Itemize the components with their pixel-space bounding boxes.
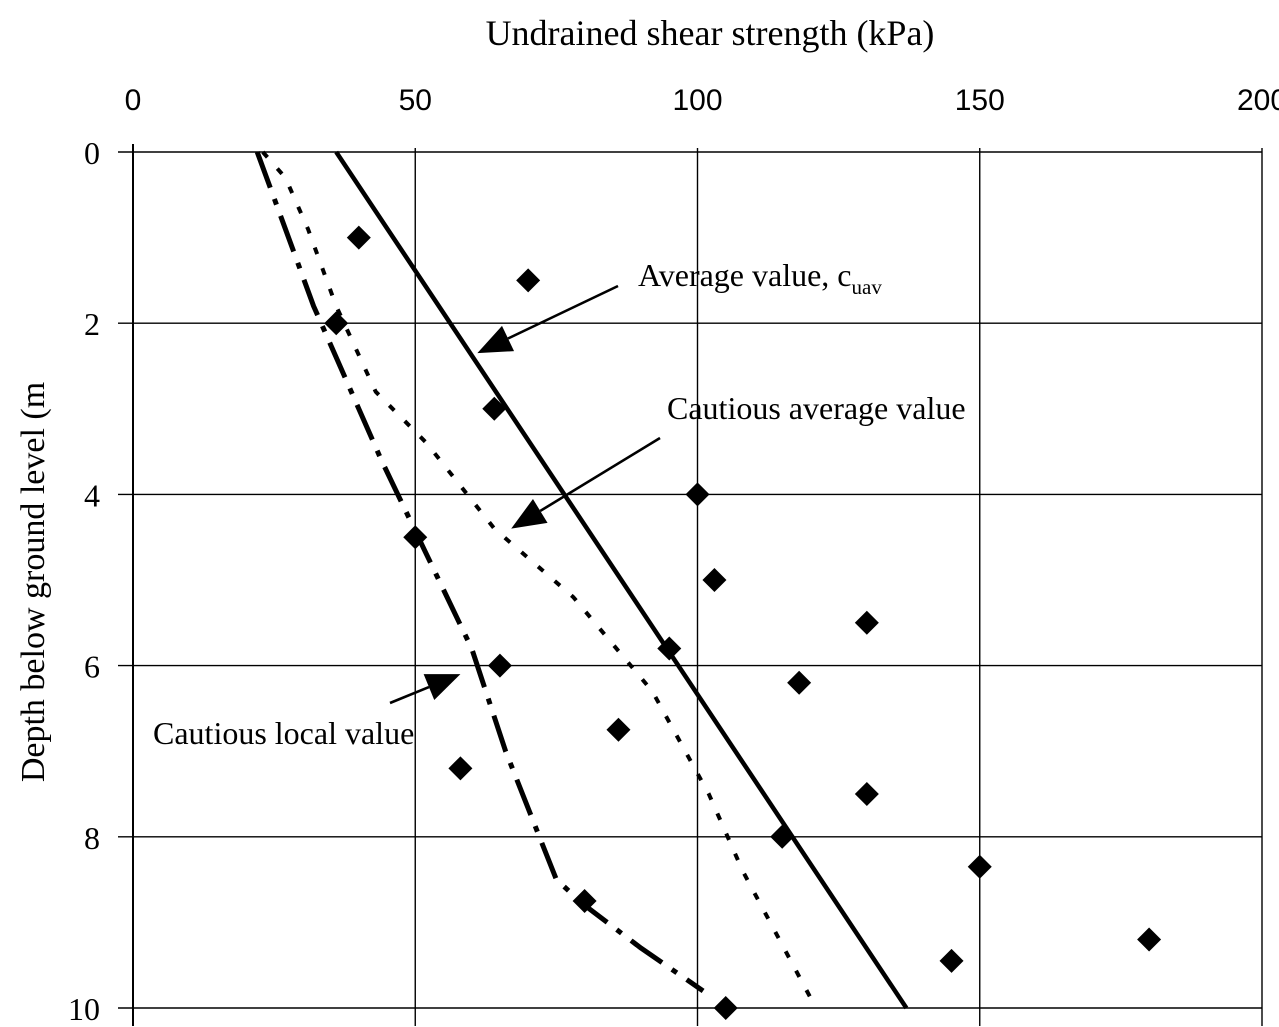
- y-tick-label: 8: [84, 820, 100, 856]
- annotation-arrow-head: [511, 498, 548, 529]
- annotation-cautious-average: Cautious average value: [667, 390, 966, 426]
- annotation-arrow-shaft: [389, 685, 430, 705]
- series-line-dash-dot: [254, 151, 705, 993]
- y-tick-label: 4: [84, 477, 100, 513]
- x-tick-label: 150: [955, 84, 1005, 117]
- data-point: [572, 889, 597, 913]
- y-axis-label: Depth below ground level (m: [15, 382, 52, 782]
- y-tick-labels: 0 2 4 6 8 10: [68, 135, 100, 1027]
- annotation-arrow-head: [477, 325, 515, 354]
- data-point: [787, 670, 812, 695]
- data-point: [487, 653, 512, 678]
- y-tick-label: 0: [84, 135, 100, 171]
- data-point: [685, 482, 710, 507]
- data-point: [854, 782, 879, 806]
- x-tick-label: 200: [1237, 84, 1279, 117]
- data-point: [516, 268, 541, 293]
- data-point: [1137, 927, 1162, 952]
- annotation-arrows: [389, 284, 661, 705]
- data-point: [657, 636, 682, 661]
- points-layer: [324, 225, 1162, 1020]
- annotation-average-value: Average value, cuav: [638, 257, 882, 299]
- data-point: [606, 717, 631, 742]
- x-tick-label: 50: [399, 84, 432, 117]
- data-point: [346, 225, 371, 250]
- data-point: [324, 311, 349, 336]
- annotation-average-subscript: uav: [852, 275, 883, 299]
- annotation-cautious-local: Cautious local value: [153, 715, 414, 751]
- data-point: [713, 996, 738, 1020]
- grid-layer: [118, 144, 1263, 1026]
- x-tick-label: 100: [672, 84, 722, 117]
- data-point: [482, 396, 507, 421]
- annotation-arrow-shaft: [507, 284, 619, 340]
- data-point: [770, 824, 795, 849]
- data-point: [854, 610, 879, 635]
- data-point: [967, 854, 992, 879]
- series-line-solid: [334, 150, 909, 1010]
- y-tick-label: 10: [68, 991, 100, 1027]
- data-point: [702, 568, 727, 592]
- annotation-arrow-head: [423, 674, 461, 701]
- annotation-arrow-shaft: [539, 436, 661, 513]
- data-point: [403, 525, 428, 550]
- data-point: [939, 948, 964, 973]
- y-tick-label: 6: [84, 649, 100, 685]
- annotation-average-text: Average value, c: [638, 257, 852, 293]
- y-tick-label: 2: [84, 306, 100, 342]
- data-point: [448, 756, 473, 781]
- x-tick-labels: 0 50 100 150 200: [125, 84, 1279, 117]
- chart-title: Undrained shear strength (kPa): [486, 13, 935, 53]
- x-tick-label: 0: [125, 84, 142, 117]
